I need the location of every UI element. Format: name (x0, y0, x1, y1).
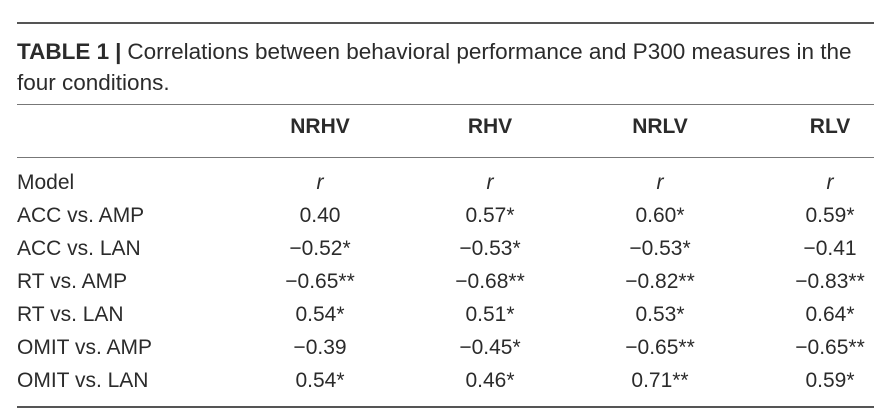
stat-symbol-r: r (656, 171, 664, 194)
table-cell: 0.57* (465, 204, 515, 227)
header-rule (17, 157, 874, 158)
table-cell: −0.68** (455, 270, 525, 293)
row-label: RT vs. AMP (17, 270, 128, 293)
table-cell: −0.45* (459, 336, 521, 359)
bottom-rule (17, 406, 874, 408)
table-cell: 0.46* (465, 369, 515, 392)
row-label: ACC vs. AMP (17, 204, 145, 227)
caption-rule (17, 104, 874, 105)
row-label: OMIT vs. AMP (17, 336, 152, 359)
column-header-nrlv: NRLV (632, 115, 688, 138)
table-cell: 0.60* (635, 204, 685, 227)
table-cell: −0.65** (285, 270, 355, 293)
table-cell: −0.65** (795, 336, 865, 359)
column-header-nrhv: NRHV (290, 115, 350, 138)
column-header-rlv: RLV (809, 115, 851, 138)
table-cell: 0.54* (295, 303, 345, 326)
table-cell: 0.40 (299, 204, 341, 227)
table-cell: 0.54* (295, 369, 345, 392)
table-cell: 0.71** (631, 369, 689, 392)
table-cell: −0.52* (289, 237, 351, 260)
table-caption: TABLE 1 | Correlations between behavioral … (17, 36, 877, 98)
column-header-rhv: RHV (467, 115, 513, 138)
table-label: TABLE 1 (17, 39, 110, 64)
model-label: Model (17, 171, 75, 194)
row-label: ACC vs. LAN (17, 237, 141, 260)
table-cell: −0.65** (625, 336, 695, 359)
caption-text: Correlations between behavioral performa… (17, 39, 852, 95)
caption-separator: | (115, 39, 122, 64)
table-cell: 0.51* (465, 303, 515, 326)
table-cell: 0.59* (805, 369, 855, 392)
table-cell: −0.39 (293, 336, 347, 359)
table-cell: −0.41 (803, 237, 857, 260)
stat-symbol-r: r (316, 171, 324, 194)
row-label: RT vs. LAN (17, 303, 124, 326)
table-cell: 0.53* (635, 303, 685, 326)
table-cell: 0.59* (805, 204, 855, 227)
stat-symbol-r: r (826, 171, 834, 194)
table-cell: −0.53* (629, 237, 691, 260)
table-cell: −0.53* (459, 237, 521, 260)
table-cell: 0.64* (805, 303, 855, 326)
stat-symbol-r: r (486, 171, 494, 194)
table-cell: −0.82** (625, 270, 695, 293)
top-rule (17, 22, 874, 24)
row-label: OMIT vs. LAN (17, 369, 149, 392)
table-cell: −0.83** (795, 270, 865, 293)
